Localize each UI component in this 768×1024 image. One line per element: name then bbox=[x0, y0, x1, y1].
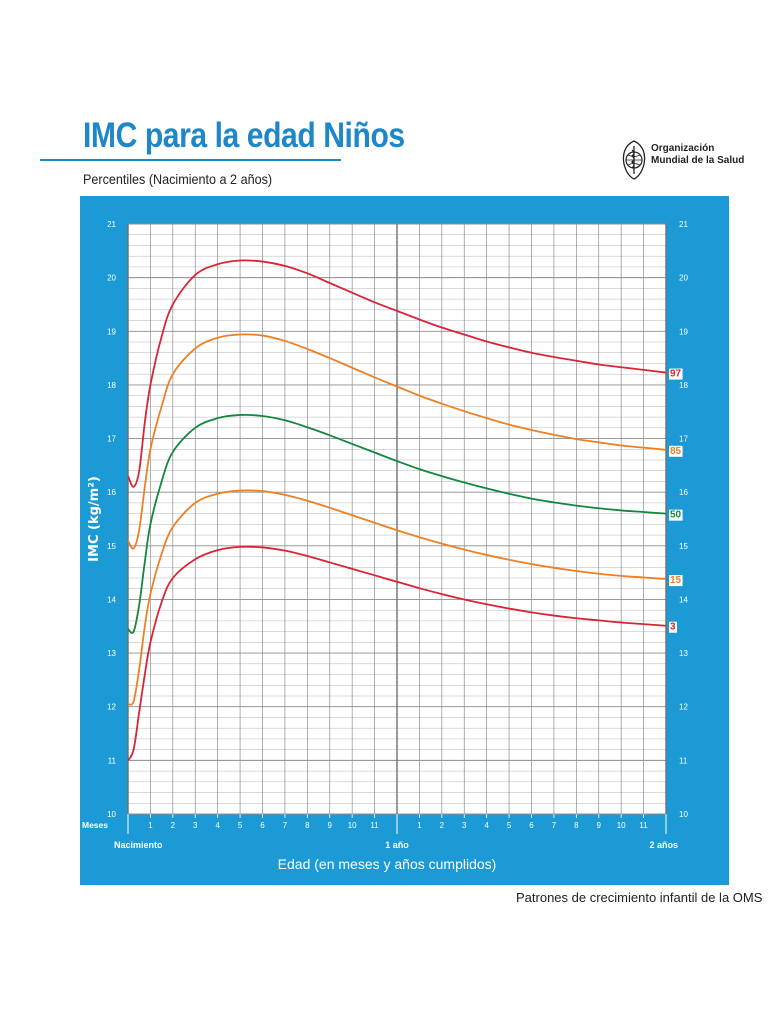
percentile-3-label: 3 bbox=[670, 622, 676, 633]
who-logo: Organización Mundial de la Salud bbox=[620, 140, 744, 184]
x-year-tick-label: Nacimiento bbox=[114, 840, 163, 850]
y-tick-label-right: 17 bbox=[679, 435, 688, 444]
percentile-50-label: 50 bbox=[670, 510, 682, 521]
y-tick-label-right: 16 bbox=[679, 488, 688, 497]
x-year-tick-label: 2 años bbox=[649, 840, 678, 850]
who-name-line1: Organización bbox=[651, 143, 715, 154]
x-month-tick-label: 4 bbox=[215, 821, 220, 830]
chart-subtitle: Percentiles (Nacimiento a 2 años) bbox=[83, 171, 273, 187]
footer-source: Patrones de crecimiento infantil de la O… bbox=[516, 890, 763, 905]
title-underline bbox=[40, 159, 341, 161]
y-tick-label-right: 20 bbox=[679, 274, 688, 283]
x-month-tick-label: 3 bbox=[462, 821, 467, 830]
y-tick-label-right: 10 bbox=[679, 810, 688, 819]
y-tick-label-right: 19 bbox=[679, 327, 688, 336]
percentile-85-label-bg bbox=[669, 445, 683, 457]
y-tick-label-left: 11 bbox=[108, 756, 117, 765]
who-name-line2: Mundial de la Salud bbox=[651, 155, 745, 166]
y-tick-label-left: 12 bbox=[107, 703, 116, 712]
y-tick-label-right: 13 bbox=[679, 649, 688, 658]
y-tick-label-right: 18 bbox=[679, 381, 688, 390]
x-month-tick-label: 2 bbox=[171, 821, 176, 830]
x-month-tick-label: 5 bbox=[507, 821, 512, 830]
y-tick-label-left: 18 bbox=[107, 381, 116, 390]
x-month-tick-label: 10 bbox=[617, 821, 626, 830]
percentile-85-label: 85 bbox=[670, 446, 682, 457]
chart-panel: 97 85 50 15 3 10 10 11 11 12 12 13 13 14 14 15 15 16 16 17… bbox=[80, 196, 729, 885]
y-tick-label-left: 16 bbox=[107, 488, 116, 497]
y-tick-label-left: 10 bbox=[107, 810, 116, 819]
percentile-50-line bbox=[127, 413, 667, 634]
percentile-97-label: 97 bbox=[670, 369, 682, 380]
x-month-tick-label: 1 bbox=[148, 821, 153, 830]
x-month-tick-label: 8 bbox=[305, 821, 310, 830]
x-month-tick-label: 9 bbox=[328, 821, 333, 830]
x-month-tick-label: 10 bbox=[348, 821, 357, 830]
y-tick-label-right: 15 bbox=[679, 542, 688, 551]
x-month-tick-label: 7 bbox=[283, 821, 288, 830]
x-month-tick-label: 6 bbox=[260, 821, 265, 830]
months-label: Meses bbox=[82, 820, 108, 830]
x-month-tick-label: 1 bbox=[417, 821, 422, 830]
x-month-tick-label: 4 bbox=[484, 821, 489, 830]
percentile-50-label-bg bbox=[669, 509, 683, 521]
x-month-tick-label: 11 bbox=[370, 821, 379, 830]
y-tick-label-left: 19 bbox=[107, 327, 116, 336]
chart-title: IMC para la edad Niños bbox=[83, 116, 405, 155]
y-tick-label-left: 17 bbox=[107, 435, 116, 444]
y-tick-label-right: 14 bbox=[679, 595, 688, 604]
who-name: Organización Mundial de la Salud bbox=[651, 143, 744, 167]
percentile-97-label-bg bbox=[669, 368, 683, 380]
y-tick-label-right: 21 bbox=[679, 220, 688, 229]
x-month-tick-label: 6 bbox=[529, 821, 534, 830]
x-month-tick-label: 8 bbox=[574, 821, 579, 830]
x-year-tick-label: 1 año bbox=[385, 840, 409, 850]
x-month-tick-label: 11 bbox=[639, 821, 648, 830]
x-month-tick-label: 9 bbox=[597, 821, 602, 830]
x-month-tick-label: 5 bbox=[238, 821, 243, 830]
x-month-tick-label: 7 bbox=[552, 821, 557, 830]
percentile-15-label-bg bbox=[669, 575, 683, 587]
y-tick-label-left: 13 bbox=[107, 649, 116, 658]
percentile-15-line bbox=[127, 489, 667, 706]
y-tick-label-right: 11 bbox=[679, 756, 688, 765]
y-tick-label-left: 14 bbox=[107, 595, 116, 604]
percentile-3-label-bg bbox=[669, 621, 677, 633]
x-month-tick-label: 2 bbox=[440, 821, 445, 830]
y-tick-label-left: 20 bbox=[107, 274, 116, 283]
who-emblem-icon bbox=[622, 140, 646, 180]
y-axis-label: IMC (kg/m²) bbox=[87, 476, 102, 562]
percentile-15-label: 15 bbox=[670, 575, 682, 586]
percentile-3-line bbox=[127, 545, 667, 761]
y-tick-label-right: 12 bbox=[679, 703, 688, 712]
x-axis-label: Edad (en meses y años cumplidos) bbox=[278, 856, 497, 872]
percentile-97-line bbox=[127, 259, 667, 488]
y-tick-label-left: 21 bbox=[107, 220, 116, 229]
y-tick-label-left: 15 bbox=[107, 542, 116, 551]
x-month-tick-label: 3 bbox=[193, 821, 198, 830]
percentile-85-line bbox=[127, 333, 667, 550]
percentile-curves: 97 85 50 15 3 bbox=[127, 259, 683, 761]
